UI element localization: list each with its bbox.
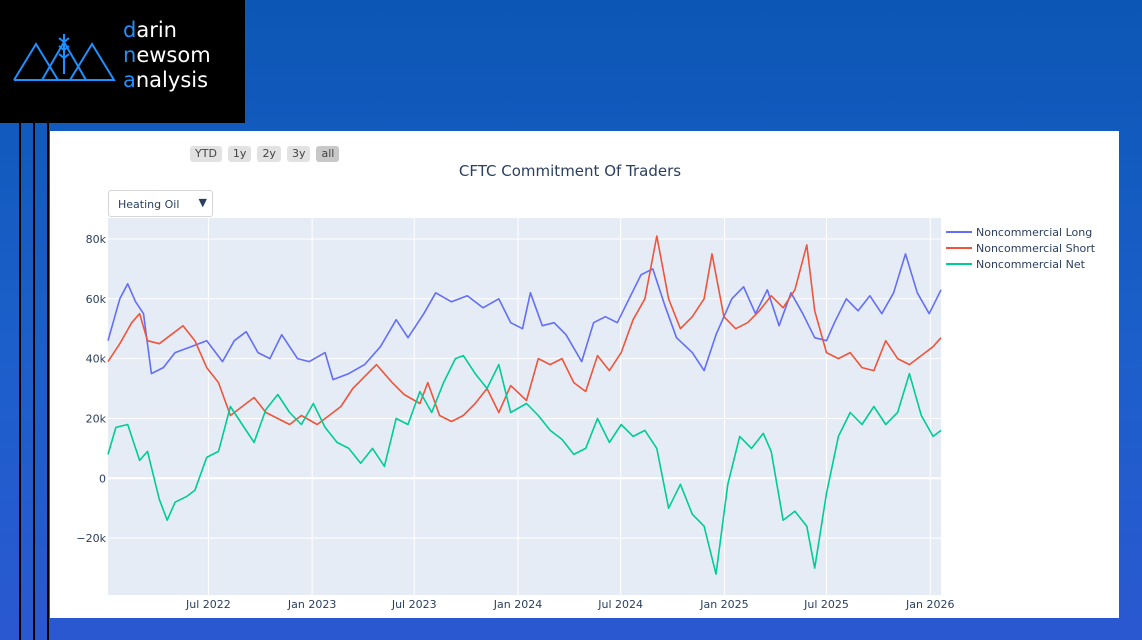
series-line-noncommercial-long [107,253,942,381]
range-button-all[interactable]: all [316,146,340,162]
chart-panel: YTD 1y 2y 3y all CFTC Commitment Of Trad… [50,131,1119,618]
line-chart[interactable]: Jul 2022 Jan 2023 Jul 2023 Jan 2024 Jul 2024… [50,131,1119,618]
y-tick-label: 40k [86,353,107,366]
x-tick-label: Jul 2022 [185,598,231,611]
x-tick-label: Jan 2023 [287,598,336,611]
x-tick-label: Jul 2023 [391,598,437,611]
x-tick-label: Jan 2024 [493,598,542,611]
commodity-dropdown[interactable]: Heating Oil ▼ [108,190,213,217]
divider-line [47,123,49,640]
legend-label-noncommercial-net: Noncommercial Net [976,258,1086,271]
range-button-3y[interactable]: 3y [286,146,311,162]
x-tick-label: Jul 2025 [803,598,849,611]
dropdown-value: Heating Oil [118,198,180,211]
divider-line [33,123,35,640]
legend-label-noncommercial-short: Noncommercial Short [976,242,1096,255]
x-tick-label: Jan 2025 [699,598,748,611]
mountain-logo-icon [13,34,116,81]
range-button-ytd[interactable]: YTD [190,146,222,162]
plot-area [108,218,941,595]
legend-label-noncommercial-long: Noncommercial Long [976,226,1092,239]
y-tick-label: −20k [76,532,106,545]
range-selector: YTD 1y 2y 3y all [190,146,340,162]
x-tick-label: Jan 2026 [905,598,954,611]
y-tick-label: 80k [86,233,107,246]
y-tick-label: 0 [99,472,106,485]
range-button-2y[interactable]: 2y [257,146,281,162]
y-tick-label: 20k [86,412,107,425]
logo-wordmark: darin newsom analysis [123,18,211,92]
divider-line [19,123,21,640]
range-button-1y[interactable]: 1y [227,146,252,162]
chart-title: CFTC Commitment Of Traders [458,162,682,180]
series-line-noncommercial-short [107,235,942,426]
logo: darin newsom analysis [0,0,245,123]
x-tick-label: Jul 2024 [597,598,643,611]
dropdown-arrow-icon: ▼ [198,196,207,209]
y-tick-label: 60k [86,293,107,306]
series-line-noncommercial-net [107,354,942,575]
